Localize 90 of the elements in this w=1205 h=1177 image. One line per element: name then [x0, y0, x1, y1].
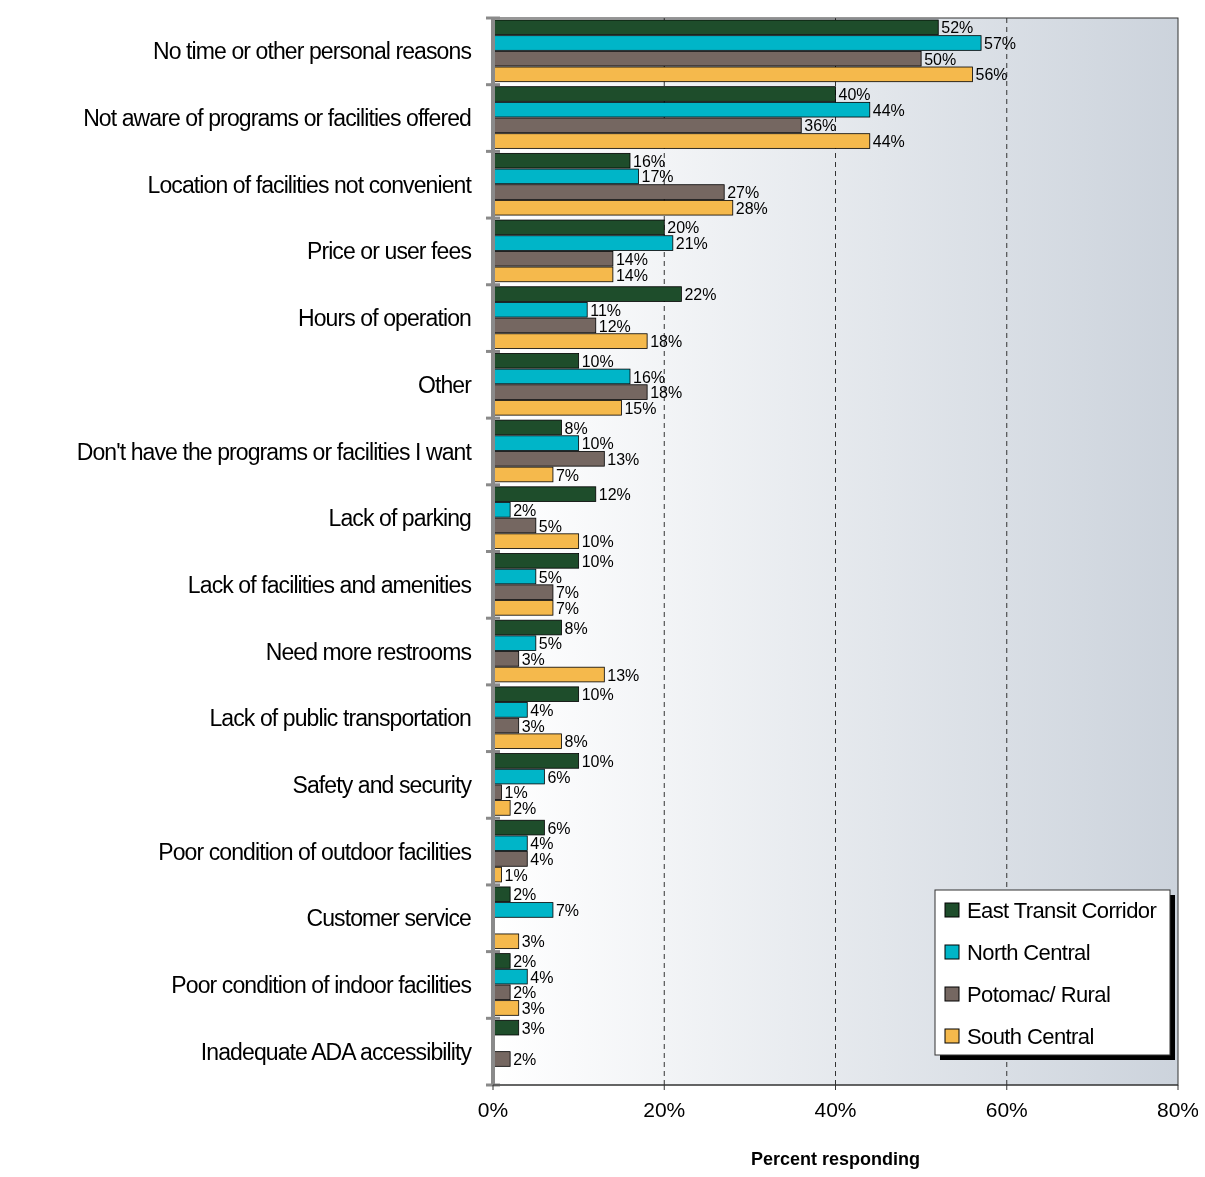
legend-label: South Central — [967, 1023, 1094, 1049]
x-axis-title: Percent responding — [750, 1149, 921, 1169]
data-label: 4% — [530, 835, 554, 853]
y-tick-label: Lack of parking — [328, 505, 472, 532]
data-label: 14% — [615, 250, 648, 268]
y-tick-label: Customer service — [306, 905, 472, 932]
data-label: 7% — [555, 466, 580, 484]
data-label: 3% — [521, 1019, 545, 1037]
data-label: 13% — [607, 450, 640, 468]
data-label: 18% — [650, 384, 683, 402]
y-tick-label: Lack of public transportation — [209, 705, 472, 732]
data-label: 40% — [838, 86, 871, 104]
data-label: 5% — [538, 568, 562, 586]
y-tick-label: Poor condition of indoor facilities — [171, 972, 472, 999]
x-tick-label: 40% — [814, 1098, 857, 1121]
legend-label: East Transit Corridor — [967, 897, 1157, 923]
x-tick-label: 20% — [643, 1098, 686, 1121]
data-label: 22% — [684, 286, 717, 304]
data-label: 3% — [521, 933, 545, 951]
data-label: 18% — [650, 333, 683, 351]
data-label: 2% — [513, 984, 537, 1002]
data-label: 28% — [735, 199, 768, 217]
data-label: 21% — [675, 235, 708, 253]
data-label: 7% — [555, 902, 580, 920]
data-label: 16% — [633, 152, 666, 170]
y-tick-label: Other — [417, 371, 473, 398]
bar — [492, 933, 520, 950]
y-tick-label: Hours of operation — [297, 305, 472, 332]
data-label: 10% — [581, 352, 614, 370]
data-label: 20% — [667, 219, 700, 237]
data-label: 7% — [555, 584, 580, 602]
x-tick-label: 60% — [985, 1098, 1028, 1121]
data-label: 3% — [521, 1000, 545, 1018]
data-label: 44% — [872, 133, 905, 151]
bar — [492, 1051, 511, 1067]
y-tick-label: Lack of facilities and amenities — [187, 571, 472, 598]
data-label: 12% — [598, 486, 631, 504]
y-tick-label: Not aware of programs or facilities offered — [83, 105, 472, 132]
data-label: 10% — [581, 753, 614, 770]
y-tick-label: Inadequate ADA accessibility — [200, 1038, 473, 1065]
data-label: 10% — [581, 435, 614, 453]
data-label: 27% — [727, 184, 760, 202]
data-label: 2% — [513, 953, 537, 971]
y-tick-label: Safety and security — [292, 771, 473, 798]
data-label: 52% — [941, 19, 974, 37]
bar — [492, 1019, 520, 1036]
data-label: 2% — [513, 1051, 537, 1069]
legend-label: North Central — [967, 939, 1091, 965]
data-label: 12% — [598, 317, 631, 335]
data-label: 36% — [804, 117, 837, 135]
data-label: 2% — [513, 800, 537, 818]
data-label: 4% — [530, 701, 554, 719]
data-label: 17% — [641, 168, 674, 186]
x-tick-label: 0% — [477, 1098, 509, 1121]
y-tick-label: Price or user fees — [306, 238, 472, 265]
y-tick-label: No time or other personal reasons — [152, 38, 472, 65]
data-label: 3% — [521, 650, 545, 668]
data-label: 6% — [547, 768, 571, 786]
data-label: 44% — [872, 101, 905, 119]
data-label: 10% — [581, 686, 614, 704]
data-label: 4% — [530, 851, 554, 869]
data-label: 8% — [564, 733, 588, 751]
data-label: 57% — [984, 35, 1017, 53]
data-label: 10% — [581, 552, 614, 570]
data-label: 2% — [513, 501, 537, 519]
data-label: 11% — [590, 301, 622, 319]
data-label: 13% — [607, 666, 640, 684]
data-label: 56% — [975, 66, 1008, 84]
data-label: 1% — [504, 866, 528, 884]
data-label: 6% — [547, 819, 571, 837]
data-label: 7% — [555, 599, 580, 617]
data-label: 50% — [924, 50, 957, 68]
data-label: 15% — [624, 399, 657, 417]
y-tick-label: Poor condition of outdoor facilities — [158, 838, 472, 865]
data-label: 16% — [633, 368, 666, 386]
data-label: 10% — [581, 533, 614, 551]
y-tick-label: Need more restrooms — [265, 638, 472, 665]
data-label: 3% — [521, 717, 545, 735]
data-label: 4% — [530, 968, 554, 986]
data-label: 5% — [538, 517, 562, 535]
data-label: 5% — [538, 635, 562, 653]
y-tick-label: Don't have the programs or facilities I want — [76, 438, 473, 465]
data-label: 8% — [564, 419, 588, 437]
y-tick-label: Location of facilities not convenient — [147, 171, 473, 198]
data-label: 2% — [513, 886, 537, 904]
legend-label: Potomac/ Rural — [967, 981, 1111, 1007]
x-tick-label: 80% — [1156, 1098, 1200, 1121]
data-label: 14% — [615, 266, 648, 284]
data-label: 1% — [504, 784, 528, 802]
data-label: 8% — [564, 619, 588, 637]
